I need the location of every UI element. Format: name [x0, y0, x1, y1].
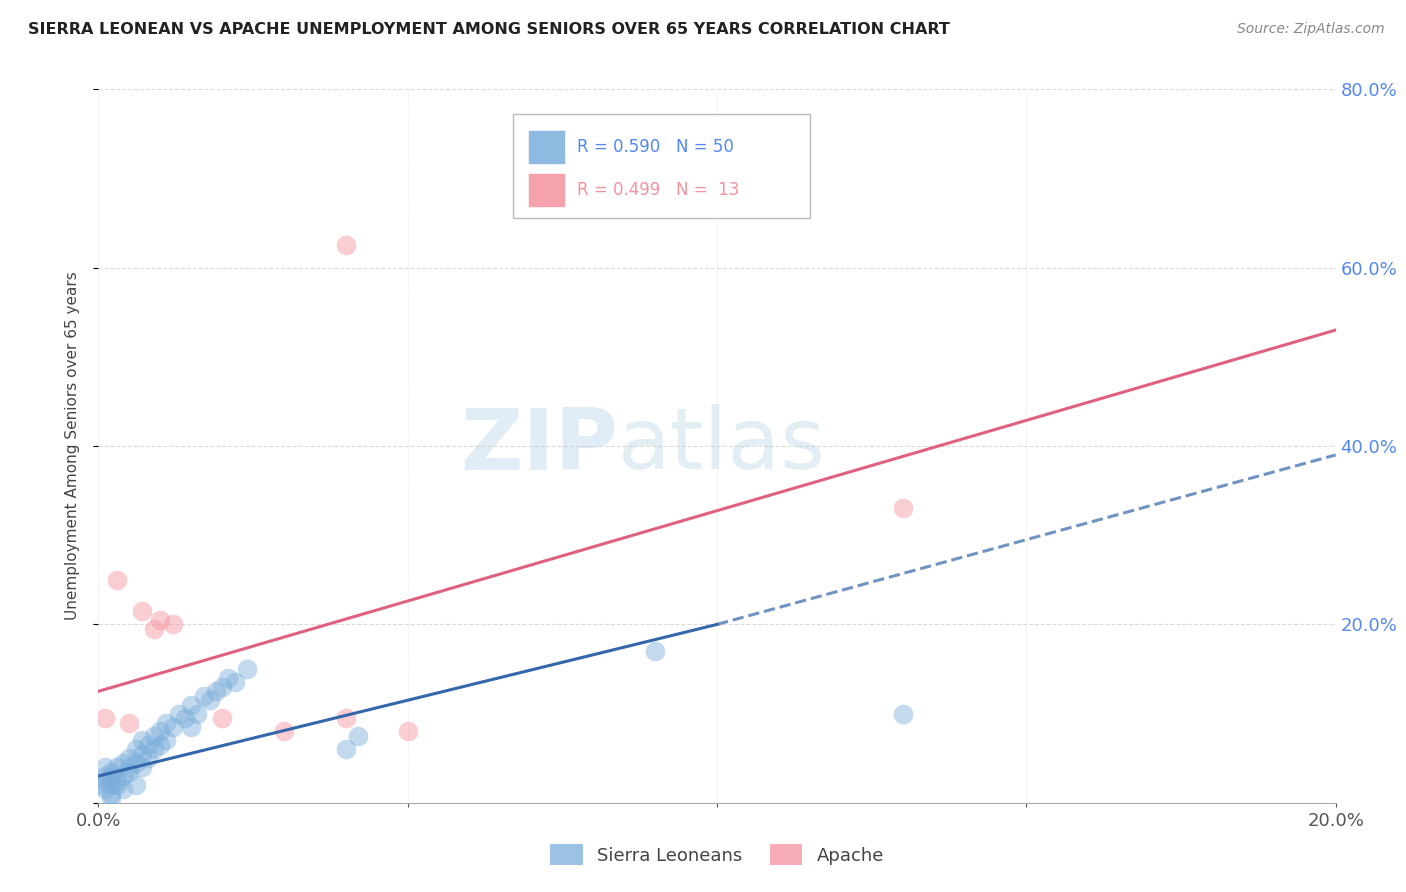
Point: [87, 778, 110, 792]
Point: [149, 724, 172, 739]
Point: [105, 773, 128, 788]
Point: [143, 729, 166, 743]
Bar: [527, 173, 565, 207]
Text: ZIP: ZIP: [460, 404, 619, 488]
Point: [105, 573, 128, 587]
Point: [198, 693, 221, 707]
Legend: Sierra Leoneans, Apache: Sierra Leoneans, Apache: [543, 837, 891, 872]
Point: [335, 711, 357, 725]
Y-axis label: Unemployment Among Seniors over 65 years: Unemployment Among Seniors over 65 years: [65, 272, 80, 620]
Point: [143, 622, 166, 636]
Point: [211, 711, 233, 725]
Bar: [527, 130, 565, 164]
Point: [100, 764, 122, 779]
Point: [180, 698, 202, 712]
Point: [155, 733, 177, 747]
Point: [162, 720, 184, 734]
Point: [124, 742, 146, 756]
Point: [335, 742, 357, 756]
Point: [167, 706, 190, 721]
Point: [335, 238, 357, 252]
Point: [118, 760, 141, 774]
FancyBboxPatch shape: [513, 114, 810, 218]
Point: [100, 791, 122, 805]
Point: [236, 662, 259, 676]
Point: [891, 501, 914, 516]
Point: [105, 778, 128, 792]
Text: Source: ZipAtlas.com: Source: ZipAtlas.com: [1237, 22, 1385, 37]
Point: [180, 720, 202, 734]
Point: [136, 738, 159, 752]
Point: [174, 711, 197, 725]
Point: [100, 778, 122, 792]
Point: [224, 675, 246, 690]
Point: [131, 747, 153, 761]
Point: [186, 706, 208, 721]
Point: [217, 671, 239, 685]
Point: [93, 769, 115, 783]
Point: [118, 715, 141, 730]
Point: [131, 604, 153, 618]
Point: [891, 706, 914, 721]
Point: [112, 769, 135, 783]
Point: [93, 711, 115, 725]
Point: [100, 769, 122, 783]
Point: [93, 760, 115, 774]
Point: [149, 738, 172, 752]
Point: [112, 756, 135, 770]
Point: [93, 782, 115, 797]
Point: [93, 773, 115, 788]
Point: [124, 778, 146, 792]
Text: atlas: atlas: [619, 404, 827, 488]
Point: [347, 729, 370, 743]
Point: [211, 680, 233, 694]
Point: [149, 613, 172, 627]
Point: [112, 782, 135, 797]
Point: [118, 751, 141, 765]
Point: [100, 787, 122, 801]
Point: [136, 751, 159, 765]
Point: [105, 760, 128, 774]
Text: SIERRA LEONEAN VS APACHE UNEMPLOYMENT AMONG SENIORS OVER 65 YEARS CORRELATION CH: SIERRA LEONEAN VS APACHE UNEMPLOYMENT AM…: [28, 22, 950, 37]
Point: [155, 715, 177, 730]
Point: [205, 684, 228, 698]
Point: [131, 760, 153, 774]
Point: [644, 644, 666, 658]
Point: [118, 764, 141, 779]
Point: [131, 733, 153, 747]
Point: [124, 756, 146, 770]
Point: [162, 617, 184, 632]
Point: [143, 742, 166, 756]
Point: [396, 724, 419, 739]
Text: R = 0.499   N =  13: R = 0.499 N = 13: [578, 181, 740, 199]
Point: [193, 689, 215, 703]
Text: R = 0.590   N = 50: R = 0.590 N = 50: [578, 138, 734, 156]
Point: [273, 724, 295, 739]
